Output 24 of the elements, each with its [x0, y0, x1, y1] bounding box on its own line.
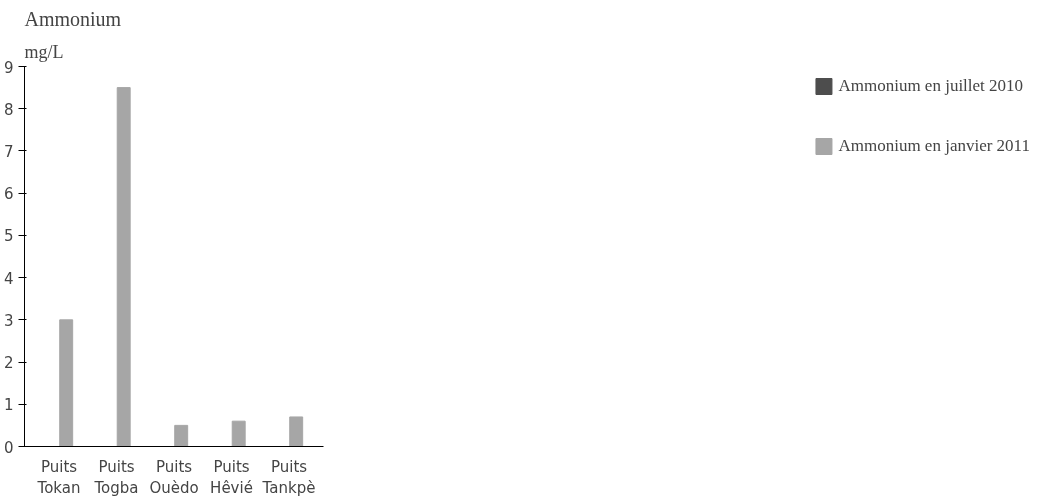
- y-tick-label: 2: [3, 354, 14, 373]
- y-tick-label: 0: [3, 438, 14, 457]
- x-tick-label: Puits Togba: [93, 457, 139, 498]
- y-tick-label: 9: [3, 58, 14, 77]
- chart-title: Ammonium: [24, 7, 122, 30]
- y-tick-label: 5: [3, 227, 14, 246]
- x-tick-label: Puits Tokan: [36, 457, 81, 498]
- legend-label: Ammonium en janvier 2011: [838, 136, 1030, 156]
- x-tick-label: Puits Tankpè: [261, 457, 316, 498]
- y-tick-label: 8: [3, 100, 14, 119]
- x-tick-label: Puits Hêvié: [210, 457, 253, 498]
- bar: [231, 420, 246, 447]
- bar: [116, 87, 131, 447]
- bar: [59, 319, 74, 447]
- x-tick-label: Puits Ouèdo: [149, 457, 199, 498]
- legend-label: Ammonium en juillet 2010: [838, 76, 1024, 96]
- y-tick-label: 4: [3, 269, 14, 288]
- y-tick-label: 7: [3, 142, 14, 161]
- y-tick-label: 3: [3, 311, 14, 330]
- y-axis-title: mg/L: [24, 41, 64, 62]
- y-tick-label: 1: [3, 396, 14, 415]
- bar: [174, 424, 189, 447]
- bar: [289, 416, 304, 447]
- y-tick-label: 6: [3, 185, 14, 204]
